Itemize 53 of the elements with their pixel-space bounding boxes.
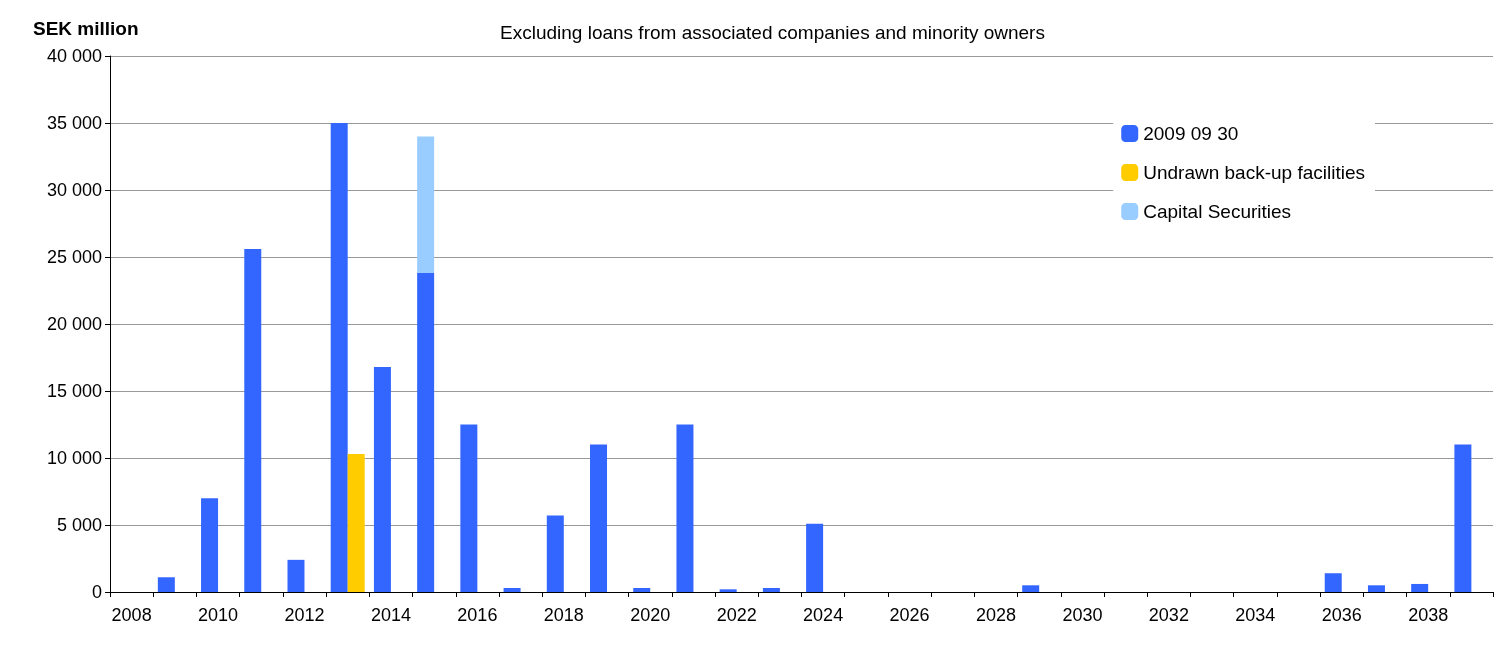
bar — [347, 453, 365, 592]
bar — [330, 123, 348, 592]
bar — [503, 587, 521, 592]
bar — [201, 498, 219, 592]
bar — [244, 248, 262, 592]
bar — [157, 577, 175, 592]
bar — [460, 424, 478, 592]
bar — [633, 587, 651, 592]
bar — [1324, 573, 1342, 592]
bar — [1022, 585, 1040, 592]
y-tick-label: 10 000 — [46, 448, 102, 468]
y-tick-label: 40 000 — [46, 46, 102, 66]
legend-label: Capital Securities — [1143, 201, 1292, 222]
y-tick-label: 20 000 — [46, 314, 102, 334]
x-tick-label: 2034 — [1235, 605, 1276, 625]
bar — [373, 366, 391, 592]
bar — [546, 515, 564, 592]
x-tick-label: 2012 — [284, 605, 325, 625]
x-tick-label: 2010 — [198, 605, 239, 625]
chart-title: Excluding loans from associated companies and minority owners — [500, 22, 1045, 43]
x-tick-label: 2030 — [1062, 605, 1103, 625]
x-tick-label: 2036 — [1321, 605, 1362, 625]
bar — [719, 589, 737, 592]
bar — [806, 523, 824, 592]
x-tick-label: 2024 — [803, 605, 844, 625]
y-axis-title: SEK million — [33, 18, 139, 39]
x-tick-label: 2014 — [370, 605, 411, 625]
legend-label: 2009 09 30 — [1143, 123, 1239, 144]
x-tick-label: 2018 — [543, 605, 584, 625]
bar — [676, 424, 694, 592]
x-tick-label: 2032 — [1148, 605, 1189, 625]
bar — [417, 273, 435, 592]
x-tick-label: 2022 — [716, 605, 757, 625]
x-tick-label: 2008 — [111, 605, 152, 625]
y-tick-label: 30 000 — [46, 180, 102, 200]
y-tick-label: 15 000 — [46, 381, 102, 401]
bar — [1454, 444, 1472, 592]
y-tick-label: 25 000 — [46, 247, 102, 267]
x-tick-label: 2026 — [889, 605, 930, 625]
y-tick-label: 35 000 — [46, 113, 102, 133]
legend-label: Undrawn back-up facilities — [1143, 162, 1365, 183]
bar — [287, 559, 305, 592]
x-tick-label: 2038 — [1408, 605, 1449, 625]
x-tick-label: 2020 — [630, 605, 671, 625]
bar — [590, 444, 608, 592]
bar — [1411, 583, 1429, 592]
bar — [762, 587, 780, 592]
y-tick-label: 5 000 — [56, 515, 102, 535]
bar — [417, 136, 435, 274]
x-tick-label: 2028 — [975, 605, 1017, 625]
bar — [1367, 585, 1385, 592]
y-tick-label: 0 — [91, 582, 102, 602]
x-tick-label: 2016 — [457, 605, 498, 625]
